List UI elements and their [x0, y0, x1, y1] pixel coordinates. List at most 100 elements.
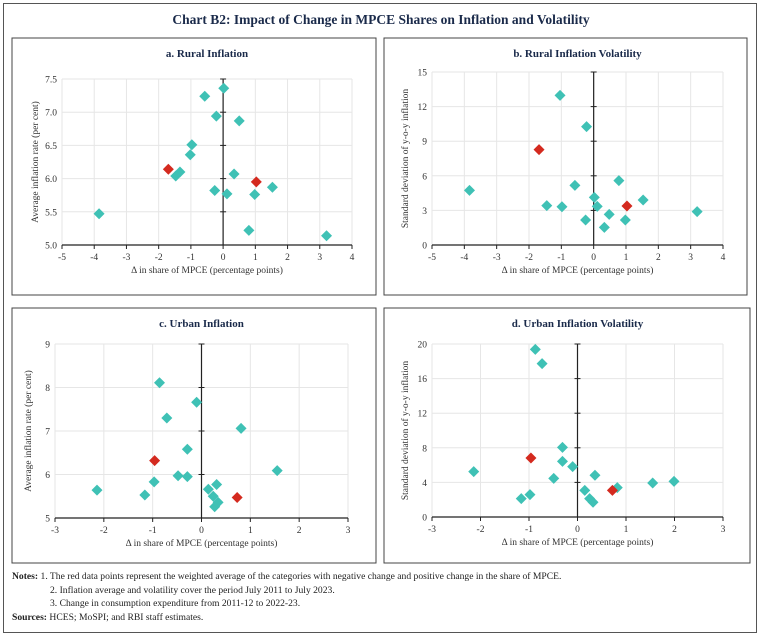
panel-2: c. Urban Inflation -3 -2 -1 0 1 2 3 5 6 7 8 9 Δ in sh… — [11, 307, 377, 564]
y-tick-label: 4 — [422, 479, 427, 489]
x-tick-label: 3 — [317, 253, 322, 263]
data-point — [210, 110, 222, 122]
weighted-average-point — [250, 176, 262, 188]
x-tick-label: -2 — [525, 253, 533, 263]
x-tick-label: 4 — [721, 253, 726, 263]
data-point — [468, 466, 480, 478]
weighted-average-point — [162, 163, 174, 175]
data-point — [637, 194, 649, 206]
data-point — [541, 200, 553, 212]
x-tick-label: 3 — [721, 525, 726, 535]
y-tick-label: 20 — [418, 341, 428, 351]
x-tick-label: -1 — [557, 253, 565, 263]
x-axis-label: Δ in share of MPCE (percentage points) — [502, 537, 654, 548]
y-axis-label: Average inflation rate (per cent) — [30, 101, 41, 223]
data-point — [536, 358, 548, 370]
y-tick-label: 6.5 — [45, 142, 57, 152]
data-point — [580, 214, 592, 226]
data-point — [598, 221, 610, 233]
data-point — [556, 201, 568, 213]
data-point — [266, 181, 278, 193]
data-point — [161, 412, 173, 424]
data-point — [579, 484, 591, 496]
notes: Notes: 1. The red data points represent … — [12, 570, 561, 624]
data-point — [569, 179, 581, 191]
y-tick-label: 7.0 — [45, 109, 57, 119]
y-tick-label: 12 — [418, 410, 428, 420]
weighted-average-point — [231, 492, 243, 504]
data-point — [668, 475, 680, 487]
y-tick-label: 6.0 — [45, 175, 57, 185]
x-tick-label: -3 — [51, 526, 59, 536]
data-point — [202, 483, 214, 495]
data-point — [93, 208, 105, 220]
panel-1: b. Rural Inflation Volatility -5 -4 -3 -2 -1 0… — [383, 37, 748, 296]
data-point — [181, 471, 193, 483]
x-tick-label: 2 — [297, 526, 302, 536]
x-tick-label: -5 — [58, 253, 66, 263]
data-point — [613, 175, 625, 187]
y-tick-label: 7 — [45, 428, 50, 438]
x-tick-label: -4 — [90, 253, 98, 263]
data-point — [211, 479, 223, 491]
data-point — [556, 455, 568, 467]
weighted-average-point — [525, 452, 537, 464]
y-tick-label: 7.5 — [45, 76, 57, 86]
data-point — [581, 121, 593, 133]
data-point — [218, 82, 230, 94]
x-axis-label: Δ in share of MPCE (percentage points) — [131, 265, 283, 276]
y-tick-label: 6 — [422, 172, 427, 182]
sources-text: HCES; MoSPI; and RBI staff estimates. — [49, 611, 204, 623]
x-tick-label: 1 — [248, 526, 253, 536]
y-tick-label: 9 — [422, 138, 427, 148]
data-point — [221, 188, 233, 200]
x-tick-label: -1 — [149, 526, 157, 536]
notes-label: Notes: — [12, 571, 39, 582]
data-point — [529, 343, 541, 355]
data-point — [184, 149, 196, 161]
x-tick-label: -3 — [428, 525, 436, 535]
weighted-average-point — [606, 484, 618, 496]
data-point — [588, 191, 600, 203]
sources-label: Sources: — [12, 611, 47, 623]
weighted-average-point — [149, 455, 161, 467]
data-point — [186, 139, 198, 151]
y-tick-label: 6 — [45, 471, 50, 481]
y-tick-label: 16 — [418, 375, 428, 385]
data-point — [321, 230, 333, 242]
data-point — [619, 214, 631, 226]
weighted-average-point — [621, 200, 633, 212]
x-tick-label: 2 — [285, 253, 290, 263]
data-point — [464, 184, 476, 196]
data-point — [233, 115, 245, 127]
x-tick-label: 1 — [253, 253, 258, 263]
weighted-average-point — [533, 144, 545, 156]
data-point — [591, 200, 603, 212]
data-point — [228, 168, 240, 180]
panel-title: a. Rural Inflation — [166, 48, 248, 60]
chart-frame — [3, 3, 757, 633]
y-tick-label: 12 — [418, 103, 428, 113]
y-tick-label: 5.0 — [45, 242, 57, 252]
data-point — [556, 441, 568, 453]
data-point — [548, 472, 560, 484]
x-tick-label: 0 — [221, 253, 226, 263]
x-tick-label: -2 — [100, 526, 108, 536]
x-tick-label: 0 — [575, 525, 580, 535]
panel-3: d. Urban Inflation Volatility-3 -2 -1 0 1 2 30… — [383, 307, 751, 564]
panel-title: d. Urban Inflation Volatility — [512, 318, 644, 330]
y-tick-label: 5 — [45, 515, 50, 525]
y-tick-label: 0 — [422, 514, 427, 524]
note-1: 1. The red data points represent the wei… — [40, 571, 562, 582]
data-point — [235, 422, 247, 434]
x-tick-label: -4 — [460, 253, 468, 263]
y-tick-label: 15 — [418, 69, 428, 79]
x-tick-label: -5 — [428, 253, 436, 263]
y-axis-label: Standard deviation of y-o-y inflation — [400, 89, 411, 229]
y-axis-label: Standard deviation of y-o-y inflation — [400, 361, 411, 501]
data-point — [271, 465, 283, 477]
y-tick-label: 8 — [422, 444, 427, 454]
data-point — [589, 469, 601, 481]
data-point — [249, 189, 261, 201]
y-tick-label: 3 — [422, 207, 427, 217]
